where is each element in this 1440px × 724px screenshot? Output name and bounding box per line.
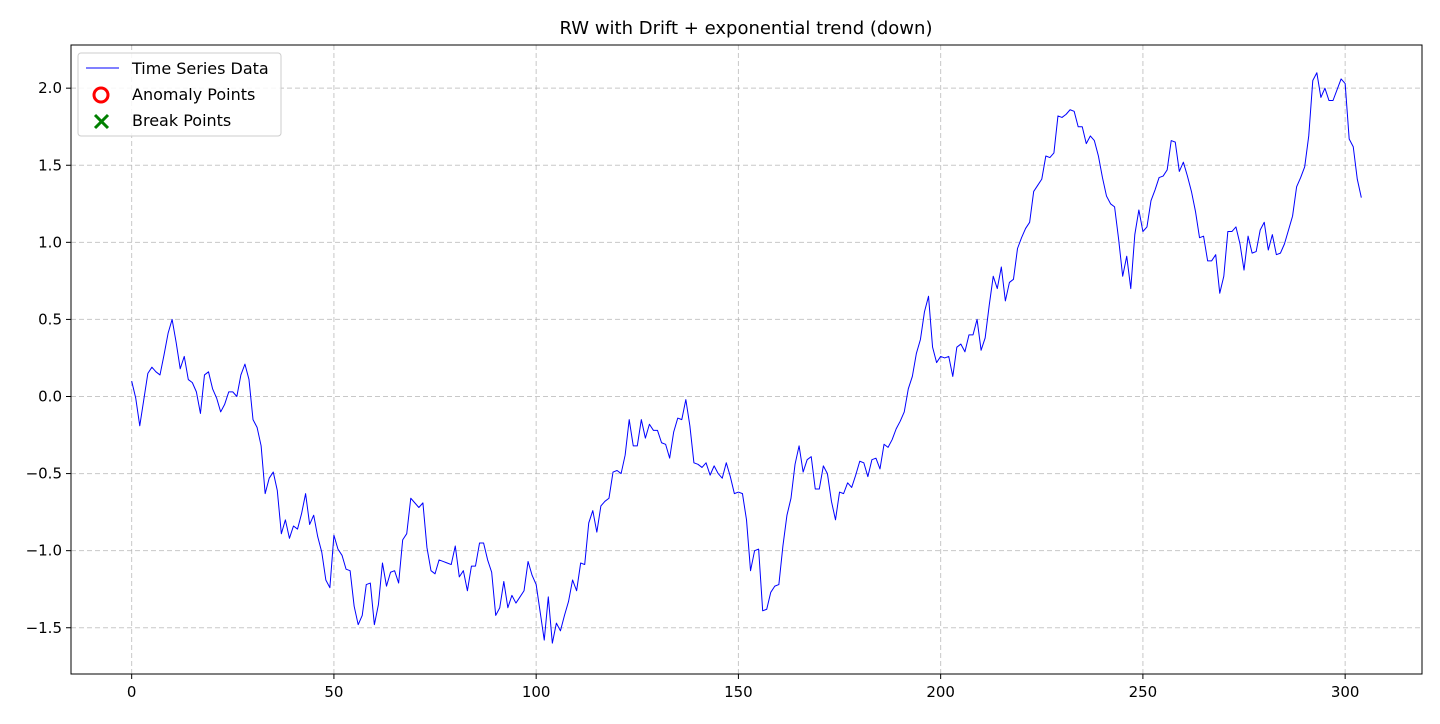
- y-tick-label: 1.5: [38, 156, 62, 174]
- x-tick-label: 150: [724, 683, 753, 701]
- legend-label-series: Time Series Data: [131, 59, 269, 78]
- y-tick-label: 1.0: [38, 233, 62, 251]
- x-tick-label: 300: [1331, 683, 1360, 701]
- x-tick-label: 100: [522, 683, 551, 701]
- legend-circle-marker: [92, 86, 110, 104]
- y-tick-label: 0.5: [38, 310, 62, 328]
- x-tick-label: 50: [324, 683, 343, 701]
- y-axis: −1.5 −1.0 −0.5 0.0 0.5 1.0 1.5 2.0: [26, 79, 71, 637]
- legend-label-break: Break Points: [132, 111, 231, 130]
- series-layer: [131, 72, 1362, 644]
- x-tick-label: 200: [926, 683, 955, 701]
- plot-area-frame: [70, 44, 1423, 675]
- legend-label-anomaly: Anomaly Points: [132, 85, 255, 104]
- grid: [71, 45, 1422, 674]
- legend-x-marker: [93, 113, 110, 130]
- y-tick-label: −1.0: [26, 542, 62, 560]
- x-tick-label: 250: [1129, 683, 1158, 701]
- series-line-time-series-data: [131, 72, 1362, 644]
- x-tick-label: 0: [127, 683, 137, 701]
- chart-title: RW with Drift + exponential trend (down): [560, 18, 933, 39]
- y-tick-label: 0.0: [38, 388, 62, 406]
- y-tick-label: −0.5: [26, 465, 62, 483]
- x-axis: 0 50 100 150 200 250 300: [127, 674, 1360, 701]
- legend: Time Series Data Anomaly Points Break Po…: [77, 52, 282, 137]
- y-tick-label: −1.5: [26, 619, 62, 637]
- legend-box: [77, 52, 282, 137]
- y-tick-label: 2.0: [38, 79, 62, 97]
